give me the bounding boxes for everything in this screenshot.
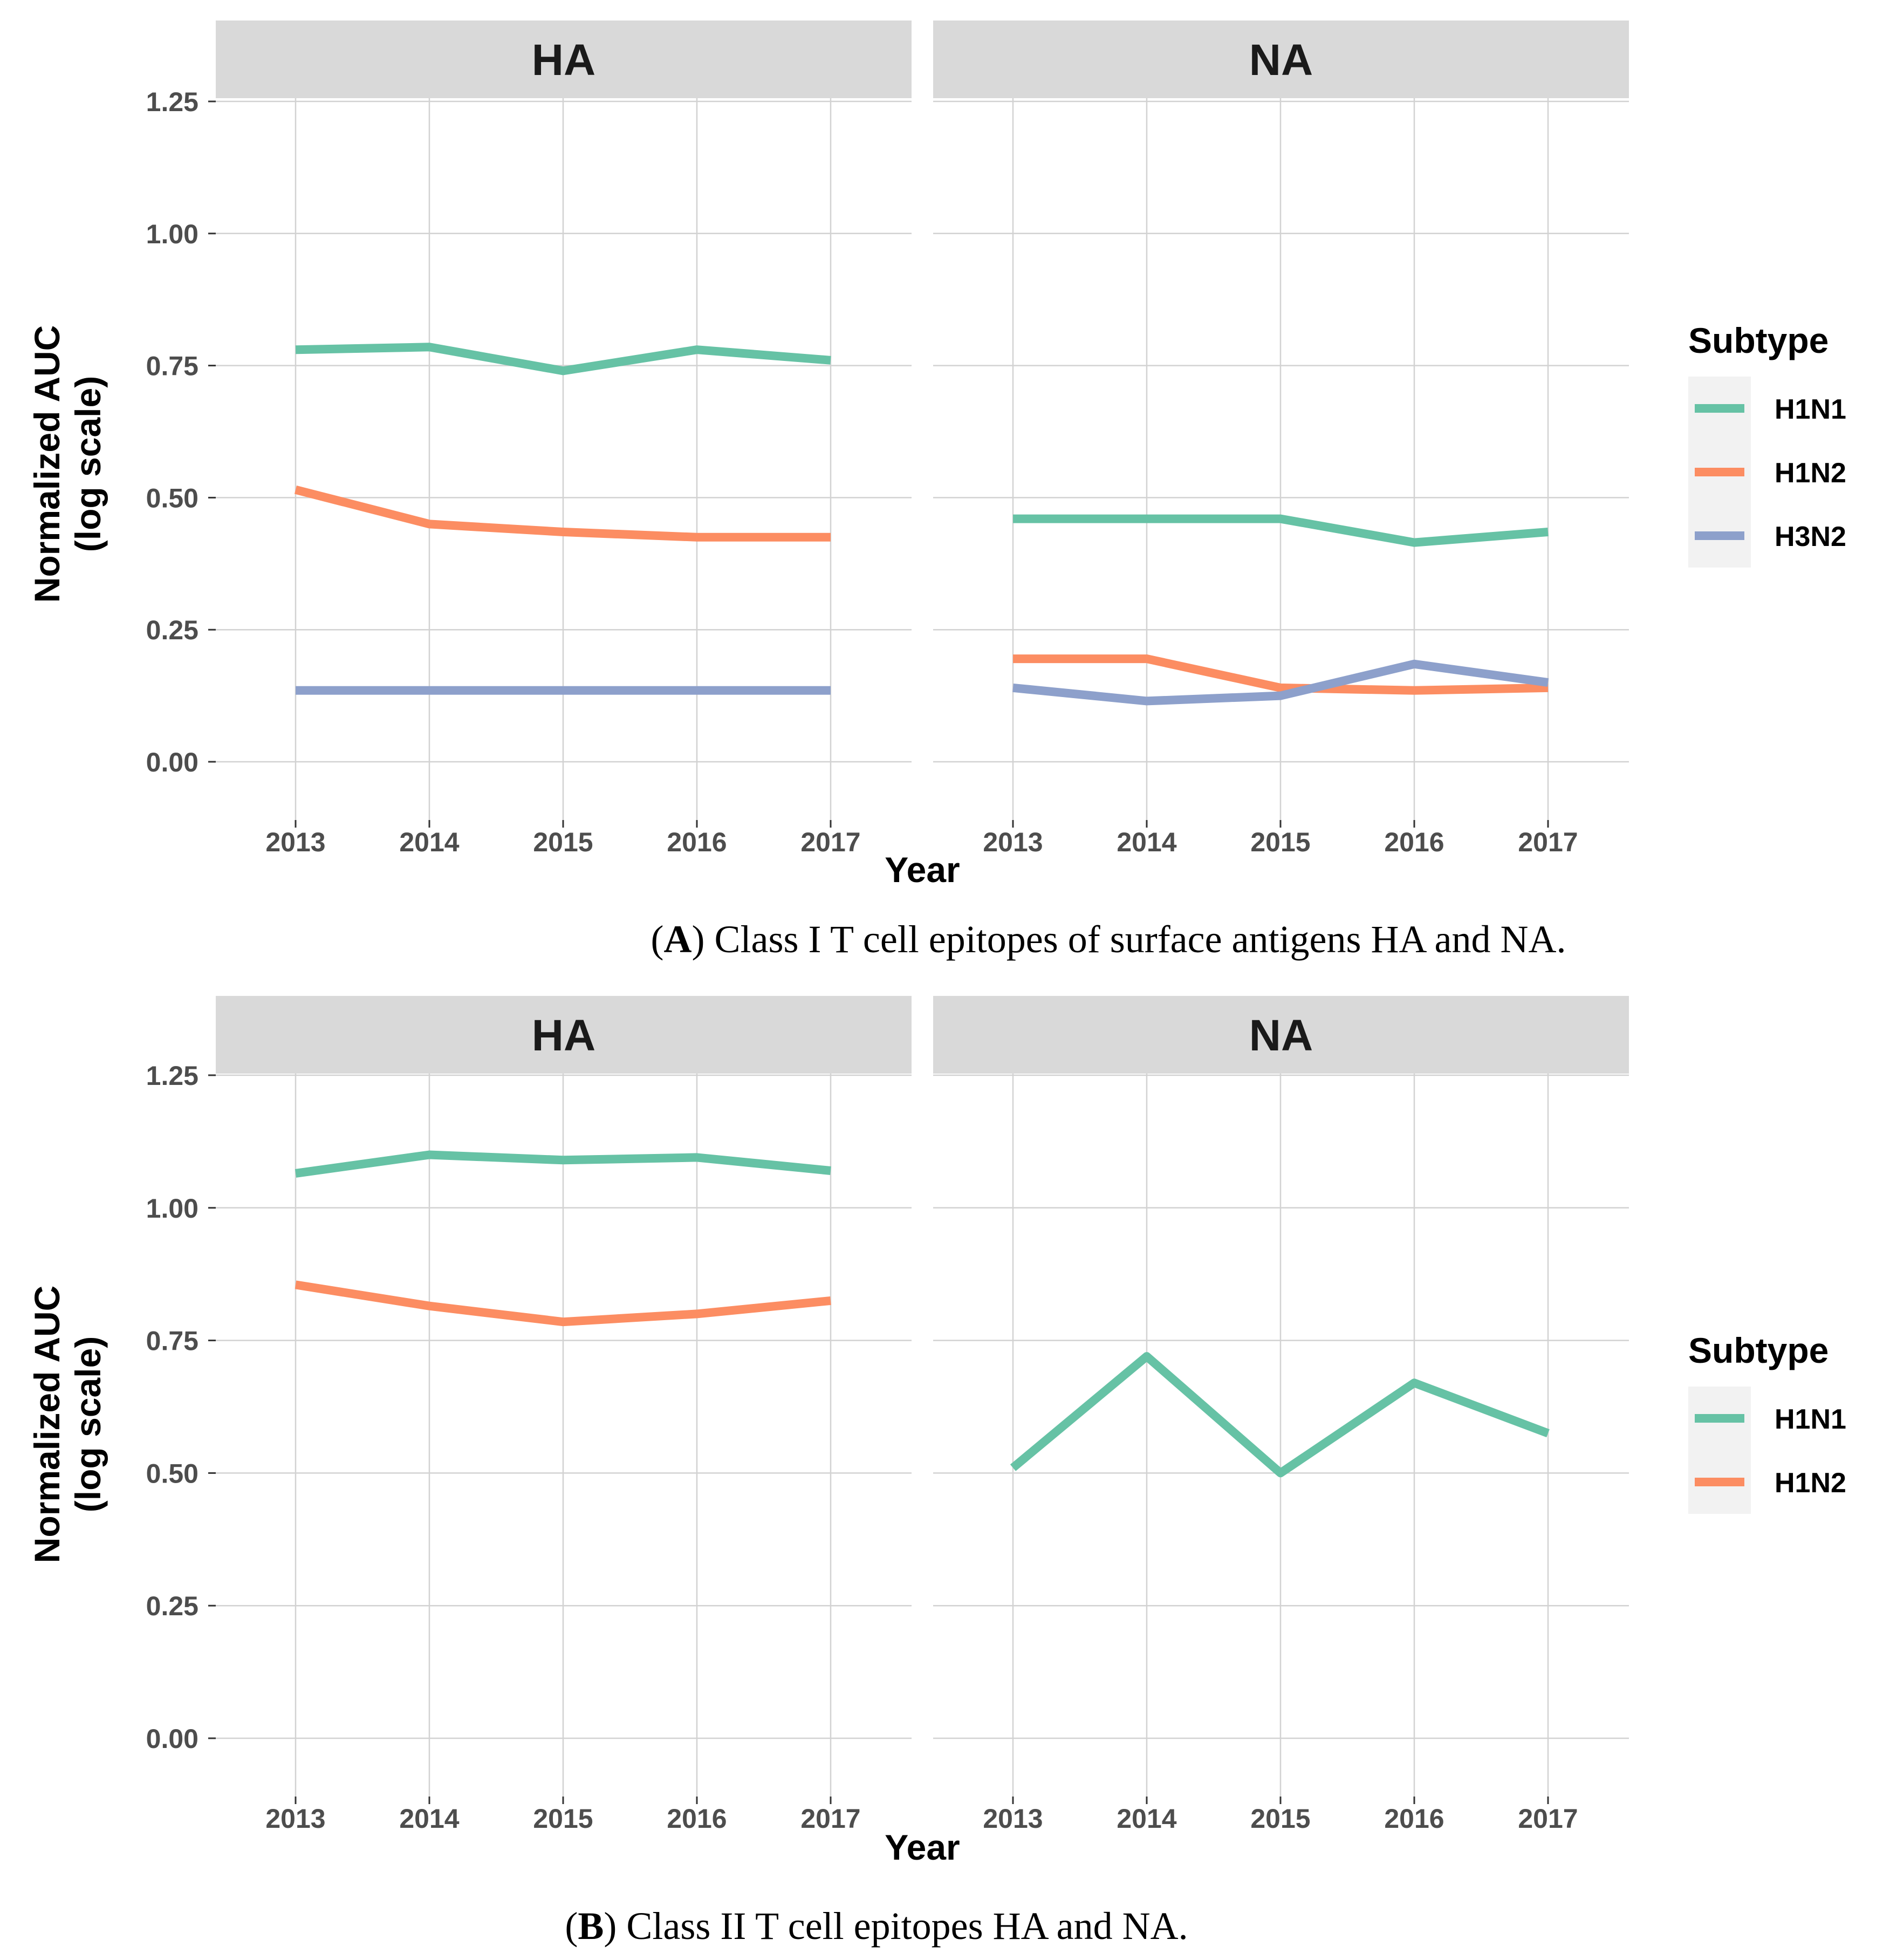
legend-label-h3n2: H3N2 <box>1775 521 1846 552</box>
caption-close-paren: ) <box>604 1904 626 1948</box>
caption-close-paren: ) <box>692 918 715 961</box>
legend-label-h1n2: H1N2 <box>1775 1467 1846 1499</box>
x-tick-label: 2016 <box>1384 827 1444 857</box>
y-tick-label: 0.75 <box>146 1326 198 1356</box>
x-tick-label: 2014 <box>1117 827 1176 857</box>
y-axis-title-line1: Normalized AUC <box>27 325 67 603</box>
facet-strip <box>933 21 1629 98</box>
y-tick-label: 1.00 <box>146 1193 198 1224</box>
legend-label-h1n2: H1N2 <box>1775 457 1846 489</box>
x-tick-label: 2015 <box>533 827 593 857</box>
facet-ha: HA 2013 2014 2015 2016 2017 <box>216 21 912 857</box>
series-line-h1n1-na <box>1010 1352 1550 1478</box>
y-axis-title-line1: Normalized AUC <box>27 1286 67 1563</box>
y-axis-title: Normalized AUC(log scale) <box>27 325 108 603</box>
legend-label-h1n1: H1N1 <box>1775 1404 1846 1435</box>
series-line-h1n1-ha <box>295 1150 831 1178</box>
y-tick-label: 0.00 <box>146 1724 198 1754</box>
y-axis-title-line2: (log scale) <box>68 376 108 552</box>
x-tick-label: 2017 <box>1518 827 1578 857</box>
legend-label-h1n1: H1N1 <box>1775 394 1846 425</box>
facet-ha: HA 2013 2014 2015 2016 2017 <box>216 996 912 1834</box>
figure-caption: (B) Class II T cell epitopes HA and NA. <box>565 1904 1188 1948</box>
x-tick-label: 2015 <box>1250 827 1310 857</box>
y-tick-label: 1.00 <box>146 219 198 249</box>
x-tick-label: 2017 <box>1518 1804 1578 1834</box>
x-tick-label: 2013 <box>983 827 1043 857</box>
caption-label: A <box>664 918 692 961</box>
x-tick-label: 2016 <box>1384 1804 1444 1834</box>
x-tick-label: 2014 <box>399 1804 459 1834</box>
series-line-h1n2-ha <box>295 485 831 542</box>
series-line-h1n2-ha <box>295 1280 831 1327</box>
y-tick-label: 1.25 <box>146 87 198 117</box>
x-tick-label: 2014 <box>399 827 459 857</box>
x-tick-label: 2017 <box>800 1804 860 1834</box>
legend-title: Subtype <box>1688 1330 1829 1370</box>
y-tick-label: 1.25 <box>146 1061 198 1091</box>
x-tick-label: 2015 <box>1250 1804 1310 1834</box>
legend-title: Subtype <box>1688 320 1829 360</box>
x-tick-label: 2014 <box>1117 1804 1176 1834</box>
series-line-h1n2-na <box>1013 654 1549 695</box>
series-line-h1n1-na <box>1013 514 1549 547</box>
legend: Subtype H1N1 H1N2 <box>1688 1330 1846 1514</box>
y-tick-label: 0.25 <box>146 615 198 645</box>
y-axis-title: Normalized AUC(log scale) <box>27 1286 108 1563</box>
chart-B: HA 2013 2014 2015 2016 2017 NA 2013 2014 2015 2016… <box>27 996 1846 1948</box>
facet-na: NA 2013 2014 2015 2016 2017 <box>933 21 1629 857</box>
caption-label: B <box>578 1904 604 1948</box>
facet-strip <box>216 21 912 98</box>
x-tick-label: 2013 <box>265 1804 325 1834</box>
facet-strip-label: NA <box>1249 36 1313 85</box>
figure-caption: (A) Class I T cell epitopes of surface a… <box>651 918 1566 961</box>
y-tick-label: 0.00 <box>146 747 198 777</box>
chart-A: HA 2013 2014 2015 2016 2017 NA 2013 2014 2015 2016… <box>27 21 1846 961</box>
caption-open-paren: ( <box>565 1904 578 1948</box>
series-line-h1n1-ha <box>295 343 831 375</box>
x-axis-title: Year <box>885 850 960 890</box>
facet-strip <box>933 996 1629 1074</box>
x-tick-label: 2017 <box>800 827 860 857</box>
caption-text: Class II T cell epitopes HA and NA. <box>626 1904 1188 1948</box>
x-tick-label: 2013 <box>983 1804 1043 1834</box>
y-tick-label: 0.75 <box>146 351 198 381</box>
facet-strip-label: HA <box>532 1011 595 1060</box>
x-tick-label: 2016 <box>667 1804 727 1834</box>
y-axis-title-line2: (log scale) <box>68 1336 108 1512</box>
x-tick-label: 2013 <box>265 827 325 857</box>
facet-strip-label: NA <box>1249 1011 1313 1060</box>
x-axis-title: Year <box>885 1827 960 1867</box>
series-line-h3n2-na <box>1012 659 1549 706</box>
facet-strip-label: HA <box>532 36 595 85</box>
y-tick-label: 0.50 <box>146 483 198 513</box>
x-tick-label: 2016 <box>667 827 727 857</box>
x-tick-label: 2015 <box>533 1804 593 1834</box>
y-tick-label: 0.50 <box>146 1458 198 1488</box>
facet-na: NA 2013 2014 2015 2016 2017 <box>933 996 1629 1834</box>
caption-open-paren: ( <box>651 918 664 961</box>
facet-strip <box>216 996 912 1074</box>
legend: Subtype H1N1 H1N2 H3N2 <box>1688 320 1846 568</box>
y-tick-label: 0.25 <box>146 1591 198 1621</box>
caption-text: Class I T cell epitopes of surface antig… <box>714 918 1566 961</box>
